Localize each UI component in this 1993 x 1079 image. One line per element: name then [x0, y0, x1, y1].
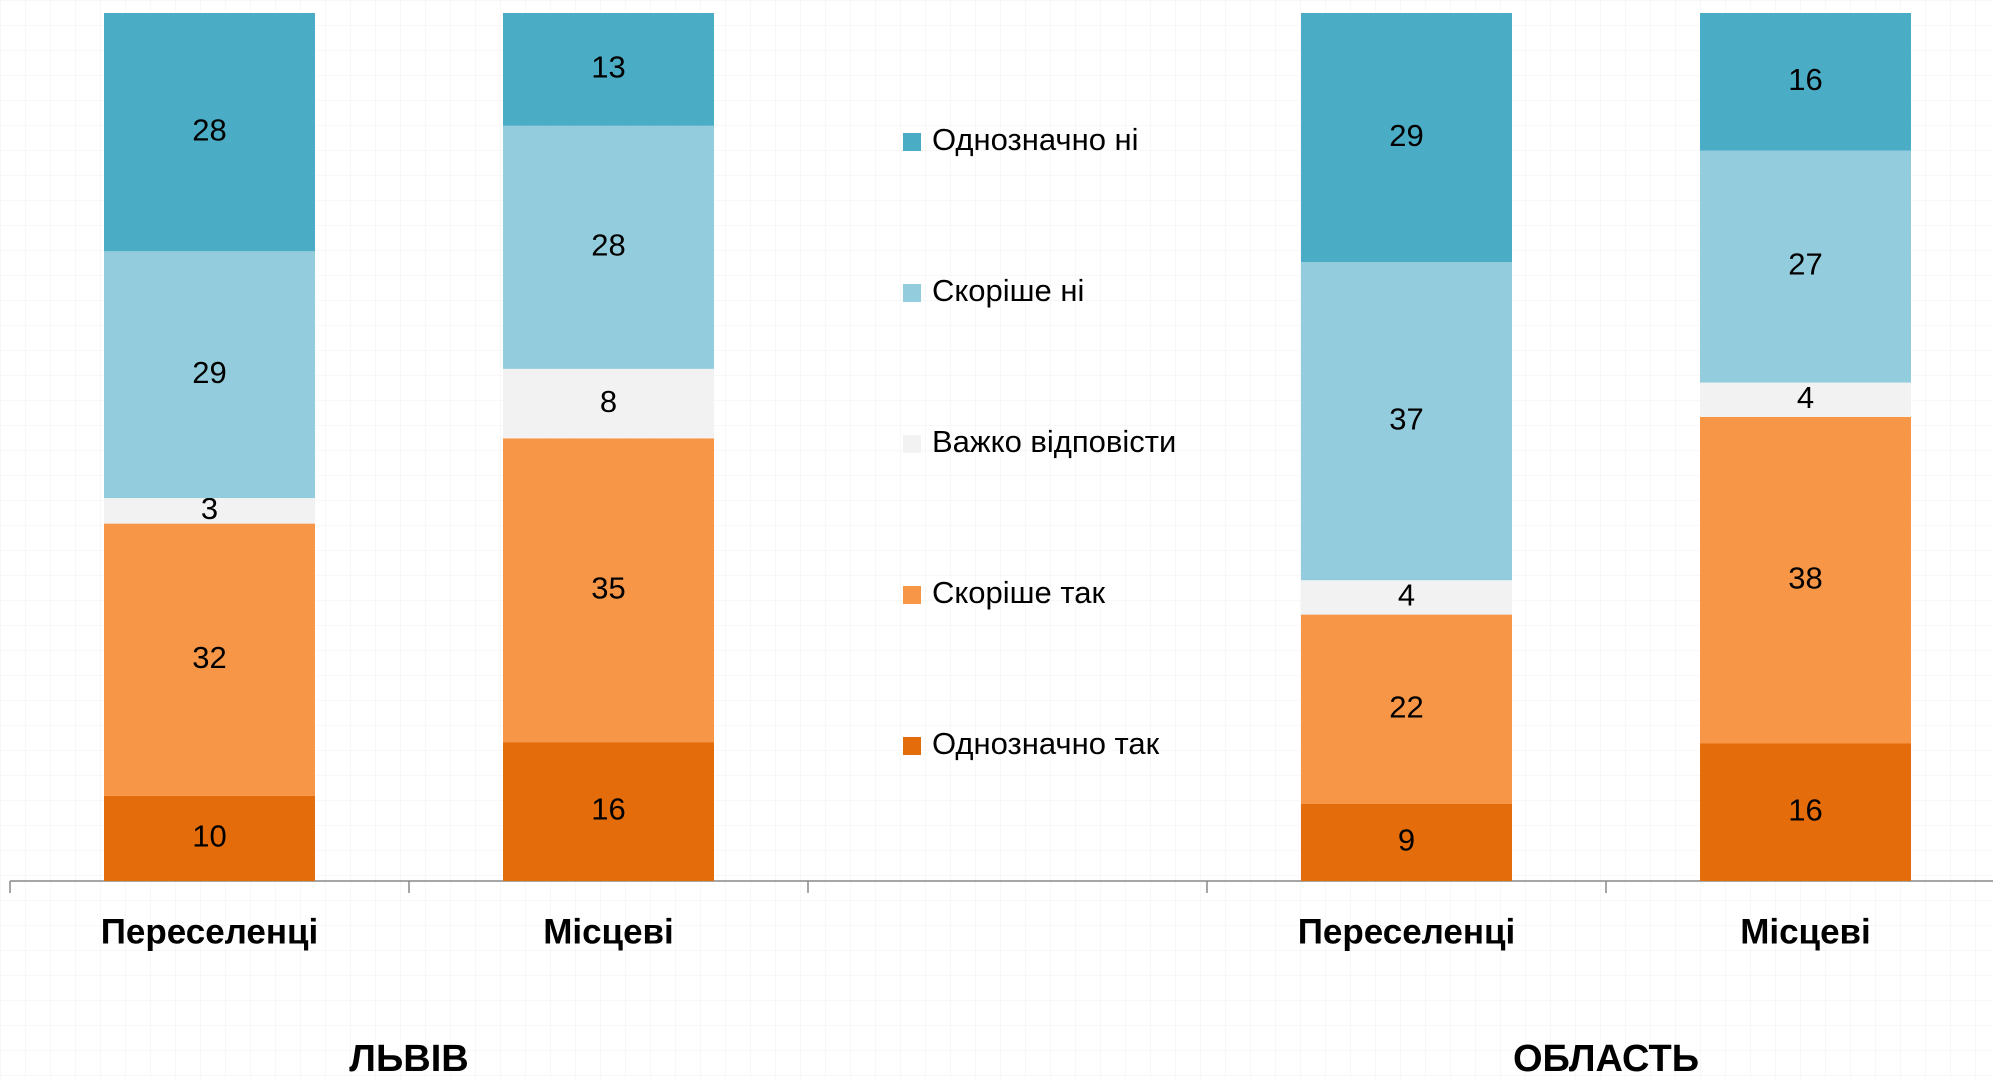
legend-label: Однозначно ні [932, 122, 1139, 157]
data-label: 4 [1797, 380, 1814, 415]
data-label: 3 [201, 491, 218, 526]
data-label: 29 [192, 355, 226, 390]
x-tick-label: Переселенці [1298, 912, 1516, 951]
data-label: 37 [1389, 401, 1423, 436]
data-label: 28 [192, 112, 226, 147]
bar-segment [1700, 743, 1911, 881]
x-tick-label: Місцеві [1740, 912, 1871, 951]
legend-swatch [903, 133, 921, 151]
bar-segment [503, 368, 714, 439]
legend-swatch [903, 737, 921, 755]
data-label: 10 [192, 819, 226, 854]
bar-segment [503, 438, 714, 743]
bar-segment [1301, 262, 1512, 581]
x-tick-label: Місцеві [543, 912, 674, 951]
data-label: 16 [591, 792, 625, 827]
bar-segment [1700, 382, 1911, 417]
legend-label: Скоріше так [932, 575, 1105, 610]
bar-segment [503, 742, 714, 881]
legend-label: Скоріше ні [932, 273, 1084, 308]
data-label: 4 [1398, 578, 1415, 613]
bar-segment [1301, 803, 1512, 881]
data-label: 28 [591, 228, 625, 263]
bar-segment [503, 13, 714, 126]
data-label: 16 [1788, 62, 1822, 97]
group-label: ЛЬВІВ [349, 1038, 468, 1079]
data-label: 38 [1788, 560, 1822, 595]
bar-segment [1700, 416, 1911, 744]
bar-segment [1301, 13, 1512, 263]
data-label: 8 [600, 384, 617, 419]
bar-segment [104, 13, 315, 252]
bar-segment [104, 251, 315, 499]
legend-label: Однозначно так [932, 726, 1160, 761]
bar-segment [1301, 614, 1512, 804]
data-label: 32 [192, 640, 226, 675]
bar-segment [104, 795, 315, 881]
data-label: 27 [1788, 247, 1822, 282]
data-label: 22 [1389, 689, 1423, 724]
bar-segment [104, 498, 315, 524]
bar-segment [1700, 13, 1911, 151]
data-label: 29 [1389, 118, 1423, 153]
legend-label: Важко відповісти [932, 424, 1176, 459]
data-label: 9 [1398, 823, 1415, 858]
bar-segment [503, 125, 714, 369]
bar-segment [104, 523, 315, 796]
data-label: 16 [1788, 792, 1822, 827]
legend-swatch [903, 284, 921, 302]
data-label: 35 [591, 570, 625, 605]
bar-segment [1301, 580, 1512, 615]
legend-swatch [903, 435, 921, 453]
legend-swatch [903, 586, 921, 604]
bar-segment [1700, 150, 1911, 383]
data-label: 13 [591, 50, 625, 85]
group-label: ОБЛАСТЬ [1513, 1038, 1699, 1079]
x-tick-label: Переселенці [101, 912, 319, 951]
